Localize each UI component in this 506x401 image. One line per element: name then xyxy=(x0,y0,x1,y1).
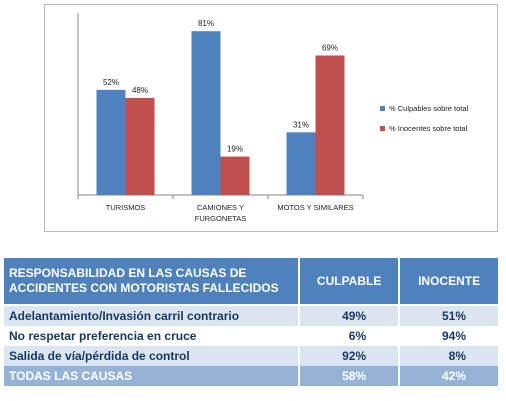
culpable-cell: 49% xyxy=(299,305,401,326)
chart-panel: 52% 48% TURISMOS 81% 19% CAMIONES Y FURGONETAS… xyxy=(44,4,498,232)
inocente-cell: 8% xyxy=(399,346,500,366)
header-cause: RESPONSABILIDAD EN LAS CAUSAS DE ACCIDEN… xyxy=(4,258,301,306)
bar-culpables xyxy=(286,132,316,195)
table-total-row: TODAS LAS CAUSAS 58% 42% xyxy=(4,366,500,386)
cause-cell: No respetar preferencia en cruce xyxy=(4,326,301,346)
inocente-cell: 51% xyxy=(399,305,500,326)
table-row: No respetar preferencia en cruce 6% 94% xyxy=(4,326,500,346)
legend-entry: % Inocentes sobre total xyxy=(389,124,468,133)
bar-culpables xyxy=(191,31,221,196)
header-culpable: CULPABLE xyxy=(299,258,401,306)
data-label: 52% xyxy=(103,78,119,87)
data-label: 19% xyxy=(227,145,243,154)
x-tick-label: CAMIONES Y xyxy=(197,203,244,212)
table-row: Adelantamiento/Invasión carril contrario… xyxy=(4,305,500,326)
table-header-row: RESPONSABILIDAD EN LAS CAUSAS DE ACCIDEN… xyxy=(4,258,500,306)
culpable-cell: 92% xyxy=(299,346,401,366)
data-label: 31% xyxy=(293,120,309,129)
legend-swatch-inocentes xyxy=(380,126,385,131)
table-row: Salida de vía/pérdida de control 92% 8% xyxy=(4,346,500,366)
data-label: 81% xyxy=(198,19,214,28)
legend-swatch-culpables xyxy=(380,106,385,111)
bar-inocentes xyxy=(315,55,345,195)
cause-cell: Adelantamiento/Invasión carril contrario xyxy=(4,305,301,326)
x-tick-label: MOTOS Y SIMILARES xyxy=(277,203,353,212)
x-tick-label: FURGONETAS xyxy=(195,214,247,223)
legend-entry: % Culpables sobre total xyxy=(389,104,469,113)
cause-cell: Salida de vía/pérdida de control xyxy=(4,346,301,366)
x-tick-label: TURISMOS xyxy=(106,203,146,212)
inocente-cell: 42% xyxy=(399,366,500,386)
bar-chart: 52% 48% TURISMOS 81% 19% CAMIONES Y FURGONETAS… xyxy=(77,13,469,223)
cause-cell: TODAS LAS CAUSAS xyxy=(4,366,301,386)
header-inocente: INOCENTE xyxy=(399,258,500,306)
culpable-cell: 58% xyxy=(299,366,401,386)
culpable-cell: 6% xyxy=(299,326,401,346)
inocente-cell: 94% xyxy=(399,326,500,346)
bar-culpables xyxy=(96,89,126,195)
responsibility-table: RESPONSABILIDAD EN LAS CAUSAS DE ACCIDEN… xyxy=(4,258,500,386)
bar-inocentes xyxy=(220,156,250,195)
data-label: 48% xyxy=(132,86,148,95)
data-label: 69% xyxy=(322,43,338,52)
bar-inocentes xyxy=(125,97,155,195)
